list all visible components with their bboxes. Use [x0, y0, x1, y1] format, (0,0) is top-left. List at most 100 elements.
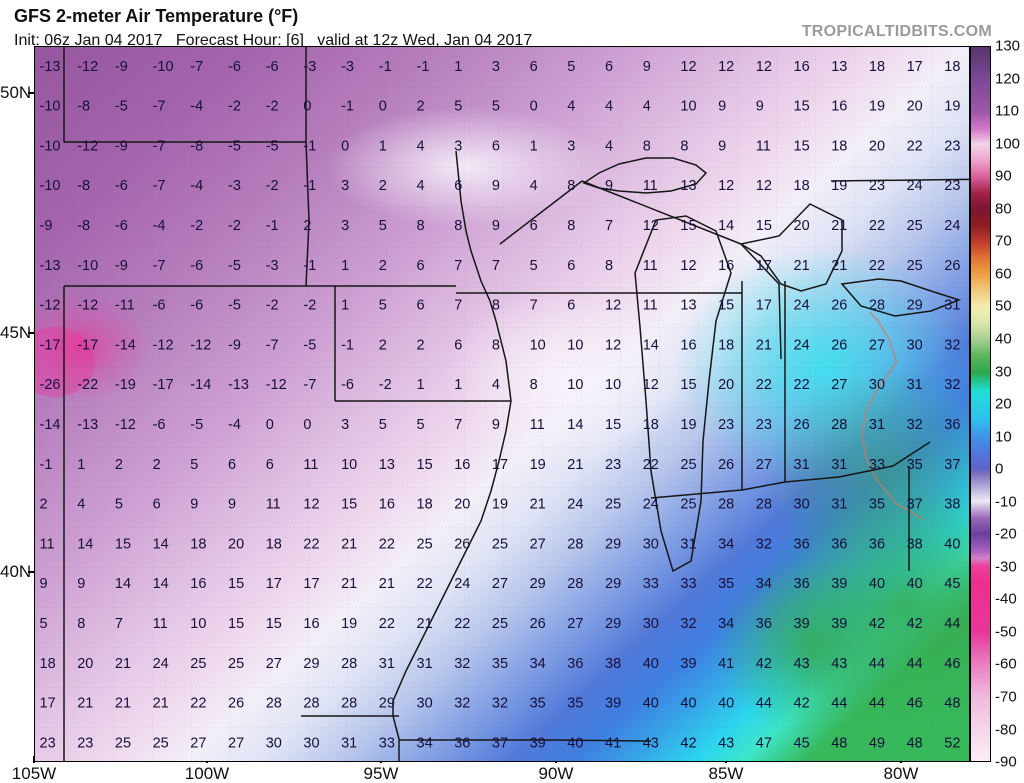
svg-text:43: 43	[794, 656, 810, 672]
svg-text:22: 22	[454, 616, 470, 632]
svg-text:4: 4	[492, 377, 500, 393]
svg-text:19: 19	[944, 99, 960, 115]
svg-text:12: 12	[756, 178, 772, 194]
svg-text:24: 24	[944, 218, 960, 234]
svg-text:13: 13	[831, 59, 847, 75]
svg-text:27: 27	[530, 536, 546, 552]
svg-text:-7: -7	[153, 178, 166, 194]
svg-text:30: 30	[417, 696, 433, 712]
svg-text:40: 40	[643, 696, 659, 712]
svg-text:-2: -2	[266, 178, 279, 194]
svg-text:30: 30	[643, 616, 659, 632]
svg-text:12: 12	[756, 59, 772, 75]
svg-text:28: 28	[567, 576, 583, 592]
svg-text:37: 37	[944, 457, 960, 473]
svg-text:24: 24	[794, 298, 810, 314]
svg-text:25: 25	[228, 656, 244, 672]
svg-text:-12: -12	[77, 298, 98, 314]
svg-text:7: 7	[605, 218, 613, 234]
svg-text:-4: -4	[190, 99, 203, 115]
svg-text:35: 35	[907, 457, 923, 473]
svg-text:25: 25	[492, 536, 508, 552]
svg-text:21: 21	[831, 258, 847, 274]
svg-text:15: 15	[680, 218, 696, 234]
svg-text:21: 21	[379, 576, 395, 592]
svg-text:36: 36	[944, 417, 960, 433]
svg-text:-10: -10	[40, 138, 61, 154]
svg-text:-6: -6	[115, 178, 128, 194]
svg-text:39: 39	[831, 616, 847, 632]
svg-text:32: 32	[454, 696, 470, 712]
svg-text:15: 15	[794, 138, 810, 154]
svg-text:33: 33	[680, 576, 696, 592]
svg-text:25: 25	[417, 536, 433, 552]
svg-text:23: 23	[944, 178, 960, 194]
svg-text:-8: -8	[77, 99, 90, 115]
svg-text:10: 10	[567, 377, 583, 393]
svg-text:17: 17	[266, 576, 282, 592]
svg-text:21: 21	[417, 616, 433, 632]
svg-text:8: 8	[605, 258, 613, 274]
svg-text:42: 42	[680, 735, 696, 751]
svg-text:32: 32	[907, 417, 923, 433]
svg-text:-12: -12	[77, 138, 98, 154]
svg-text:19: 19	[869, 99, 885, 115]
svg-text:12: 12	[643, 377, 659, 393]
svg-text:27: 27	[869, 337, 885, 353]
svg-text:5: 5	[115, 497, 123, 513]
svg-text:30: 30	[303, 735, 319, 751]
svg-text:26: 26	[831, 298, 847, 314]
svg-text:27: 27	[756, 457, 772, 473]
svg-text:-8: -8	[190, 138, 203, 154]
svg-text:10: 10	[680, 99, 696, 115]
svg-text:11: 11	[643, 258, 658, 274]
svg-text:26: 26	[454, 536, 470, 552]
svg-text:6: 6	[530, 59, 538, 75]
svg-text:-1: -1	[266, 218, 279, 234]
svg-text:21: 21	[153, 696, 169, 712]
svg-text:-9: -9	[115, 59, 128, 75]
svg-text:26: 26	[228, 696, 244, 712]
svg-text:9: 9	[77, 576, 85, 592]
svg-text:15: 15	[756, 218, 772, 234]
svg-text:42: 42	[869, 616, 885, 632]
svg-text:22: 22	[907, 138, 923, 154]
svg-text:5: 5	[530, 258, 538, 274]
svg-text:2: 2	[153, 457, 161, 473]
svg-text:44: 44	[831, 696, 847, 712]
svg-text:0: 0	[341, 138, 349, 154]
svg-text:22: 22	[869, 258, 885, 274]
svg-text:18: 18	[40, 656, 56, 672]
svg-text:6: 6	[605, 59, 613, 75]
svg-text:17: 17	[907, 59, 923, 75]
svg-text:8: 8	[492, 298, 500, 314]
svg-text:31: 31	[831, 497, 847, 513]
svg-text:39: 39	[605, 696, 621, 712]
svg-text:24: 24	[794, 337, 810, 353]
svg-text:2: 2	[303, 218, 311, 234]
svg-text:21: 21	[341, 576, 357, 592]
svg-text:15: 15	[417, 457, 433, 473]
svg-text:40: 40	[907, 576, 923, 592]
svg-text:4: 4	[417, 138, 425, 154]
svg-text:7: 7	[492, 258, 500, 274]
svg-text:14: 14	[115, 576, 131, 592]
svg-text:7: 7	[454, 298, 462, 314]
svg-text:11: 11	[643, 178, 658, 194]
svg-text:-12: -12	[190, 337, 211, 353]
svg-text:15: 15	[794, 99, 810, 115]
svg-text:35: 35	[718, 576, 734, 592]
svg-text:3: 3	[341, 178, 349, 194]
svg-text:20: 20	[718, 377, 734, 393]
svg-text:14: 14	[567, 417, 583, 433]
svg-text:-10: -10	[40, 99, 61, 115]
svg-text:4: 4	[605, 138, 613, 154]
svg-text:38: 38	[907, 536, 923, 552]
svg-text:23: 23	[756, 417, 772, 433]
svg-text:-10: -10	[153, 59, 174, 75]
svg-text:21: 21	[831, 218, 847, 234]
svg-text:4: 4	[417, 178, 425, 194]
svg-text:12: 12	[643, 218, 659, 234]
svg-text:6: 6	[153, 497, 161, 513]
svg-text:6: 6	[492, 138, 500, 154]
